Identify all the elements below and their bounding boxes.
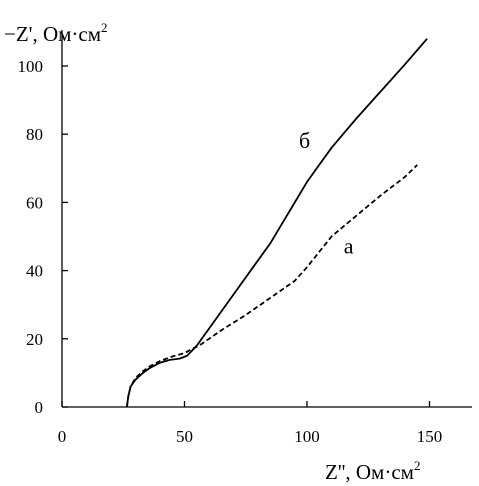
y-tick-label: 40: [26, 262, 43, 281]
series-line-b: [126, 38, 428, 408]
series-label-b: б: [299, 128, 310, 153]
ticks: 0 50 100 150 0 20 40 60 80 100: [18, 57, 443, 446]
y-tick-label: 80: [26, 125, 43, 144]
series-group: ба: [126, 38, 428, 408]
x-axis-label-main: Z'', Ом·см: [325, 460, 414, 484]
series-label-a: а: [344, 234, 354, 259]
series-line-a: [126, 164, 418, 408]
y-tick-label: 100: [18, 57, 44, 76]
x-tick-label: 50: [176, 427, 193, 446]
x-axis-label-sup: 2: [414, 458, 421, 473]
labels: −Z', Ом·см2 Z'', Ом·см2: [4, 20, 420, 484]
x-tick-label: 0: [58, 427, 67, 446]
x-axis-label: Z'', Ом·см2: [325, 458, 420, 484]
y-axis-label-main: −Z', Ом·см: [4, 22, 101, 46]
axes: [61, 30, 472, 408]
y-axis-label: −Z', Ом·см2: [4, 20, 108, 46]
y-tick-label: 0: [35, 398, 44, 417]
x-tick-label: 150: [417, 427, 443, 446]
x-tick-label: 100: [294, 427, 320, 446]
y-tick-label: 60: [26, 193, 43, 212]
y-axis-label-sup: 2: [101, 20, 108, 35]
y-tick-label: 20: [26, 330, 43, 349]
